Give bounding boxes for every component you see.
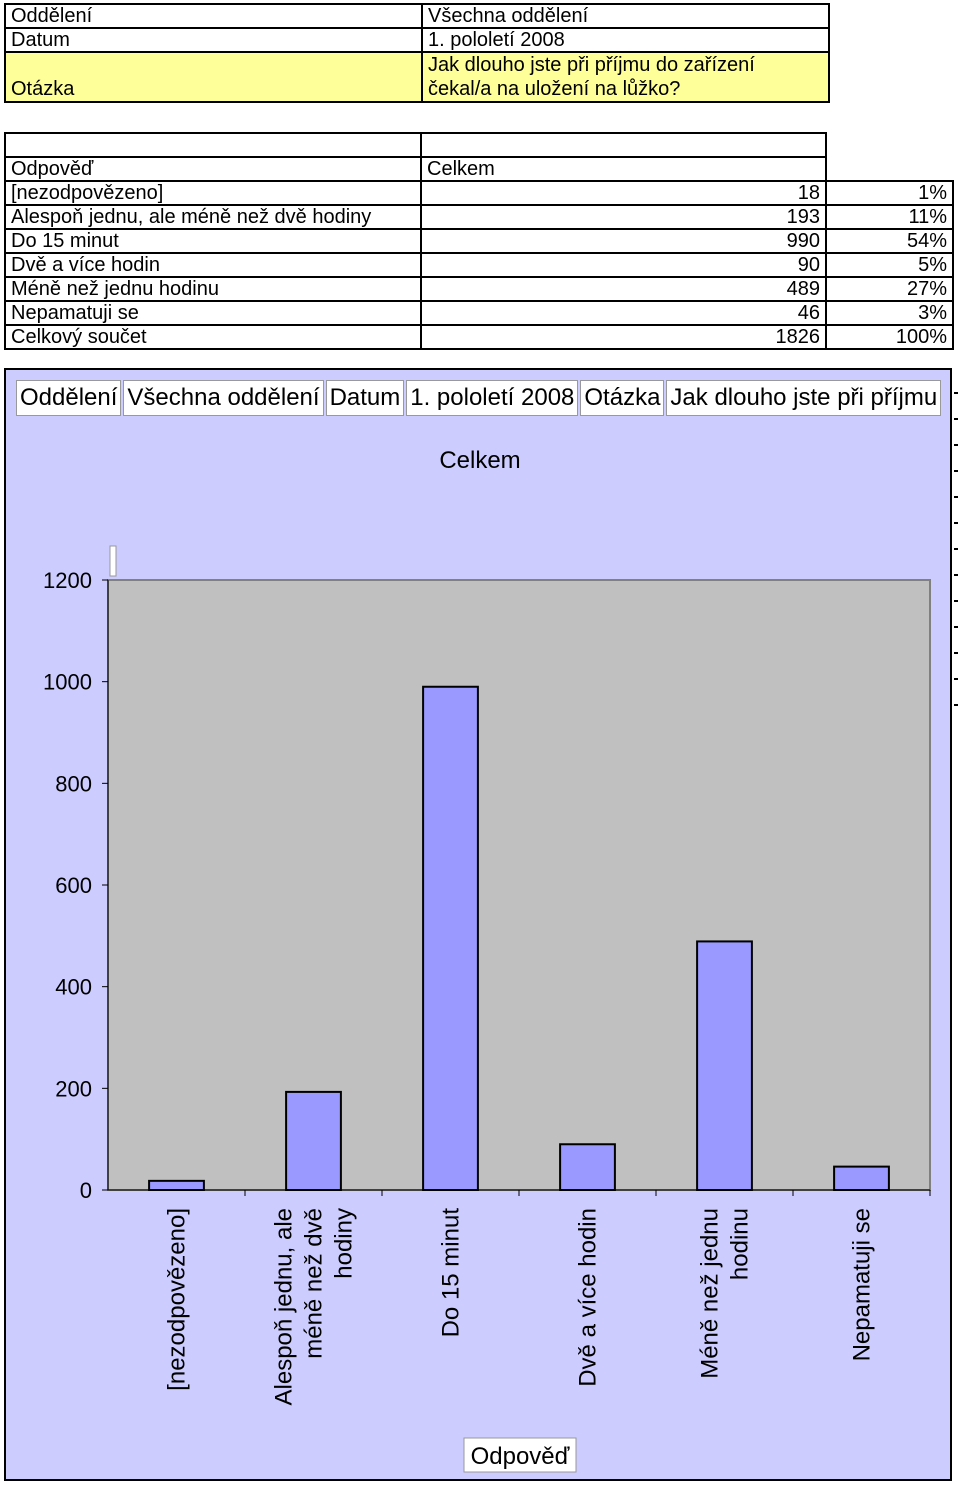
chart-title: Celkem (439, 447, 520, 474)
edge-tick (954, 704, 958, 706)
table-row: Dvě a více hodin 90 5% (4, 252, 954, 278)
x-tick-label: Do 15 minut (438, 1208, 465, 1338)
pivot-field-5[interactable]: Jak dlouho jste při příjmu (666, 380, 942, 416)
y-tick-label: 800 (55, 771, 92, 796)
chart-panel: Oddělení Všechna oddělení Datum 1. pololetí… (4, 368, 952, 1481)
department-label: Oddělení (4, 3, 423, 29)
question-line-1: Jak dlouho jste při příjmu do zařízení (428, 54, 755, 76)
x-tick-label: méně než dvě (301, 1208, 328, 1359)
row-count: 90 (420, 252, 827, 278)
x-tick-label: Dvě a více hodin (575, 1208, 602, 1387)
row-percent: 27% (825, 276, 954, 302)
table-header-row: Odpověď Celkem (4, 156, 953, 182)
bar (148, 1179, 205, 1191)
question-value: Jak dlouho jste při příjmu do zařízení če… (421, 51, 830, 103)
row-percent: 54% (825, 228, 954, 254)
y-tick-label: 1000 (43, 670, 92, 695)
table-blank-row (4, 132, 953, 158)
table-row: Do 15 minut 990 54% (4, 228, 954, 254)
row-percent: 5% (825, 252, 954, 278)
table-edge-marks (952, 368, 958, 708)
table-row: Alespoň jednu, ale méně než dvě hodiny 19… (4, 204, 954, 230)
edge-tick (954, 470, 958, 472)
bar (696, 940, 753, 1191)
row-label: Méně než jednu hodinu (4, 276, 422, 302)
y-tick-label: 1200 (43, 568, 92, 593)
legend-stub (109, 545, 117, 577)
row-label: Celkový součet (4, 324, 422, 350)
y-tick-label: 0 (80, 1178, 92, 1203)
edge-tick (954, 418, 958, 420)
edge-tick (954, 626, 958, 628)
column-header-answer: Odpověď (4, 156, 422, 182)
edge-tick (954, 600, 958, 602)
x-tick-label: hodiny (331, 1208, 358, 1279)
row-label: Dvě a více hodin (4, 252, 422, 278)
bar-chart: Celkem 0 200 400 600 800 1000 1200 [nezodpovězen… (43, 447, 931, 1473)
date-value: 1. pololetí 2008 (421, 27, 830, 53)
bar (833, 1165, 890, 1191)
edge-tick (954, 522, 958, 524)
edge-tick (954, 678, 958, 680)
x-axis-title: Odpověď (471, 1443, 570, 1470)
table-row: Nepamatuji se 46 3% (4, 300, 954, 326)
bar (559, 1143, 616, 1191)
filter-row-question: Otázka Jak dlouho jste při příjmu do zař… (4, 51, 830, 103)
x-axis-title-box (463, 1437, 577, 1473)
row-label: Alespoň jednu, ale méně než dvě hodiny (4, 204, 422, 230)
row-count: 990 (420, 228, 827, 254)
row-percent: 11% (825, 204, 954, 230)
table-row: Celkový součet 1826 100% (4, 324, 954, 350)
row-percent: 3% (825, 300, 954, 326)
x-tick-label: Alespoň jednu, ale (271, 1208, 298, 1405)
y-tick-label: 400 (55, 975, 92, 1000)
question-line-2: čekal/a na uložení na lůžko? (428, 78, 681, 100)
row-count: 46 (420, 300, 827, 326)
filter-row-department: Oddělení Všechna oddělení (4, 3, 830, 29)
column-header-total: Celkem (420, 156, 827, 182)
data-table: Odpověď Celkem [nezodpovězeno] 18 1% Alespo… (4, 132, 954, 350)
row-percent: 100% (825, 324, 954, 350)
y-tick-label: 600 (55, 873, 92, 898)
row-count: 18 (420, 180, 827, 206)
department-value: Všechna oddělení (421, 3, 830, 29)
plot-area (107, 579, 931, 1191)
pivot-field-bar: Oddělení Všechna oddělení Datum 1. pololetí… (16, 380, 948, 416)
bar (422, 685, 479, 1191)
edge-tick (954, 496, 958, 498)
x-tick-label: Méně než jednu (697, 1208, 724, 1379)
bar (285, 1090, 342, 1191)
filter-row-date: Datum 1. pololetí 2008 (4, 27, 830, 53)
question-label: Otázka (4, 51, 423, 103)
row-label: Do 15 minut (4, 228, 422, 254)
pivot-field-0[interactable]: Oddělení (16, 380, 122, 416)
pivot-field-4[interactable]: Otázka (580, 380, 665, 416)
edge-tick (954, 574, 958, 576)
x-tick-label: Nepamatuji se (849, 1208, 876, 1361)
pivot-field-2[interactable]: Datum (325, 380, 405, 416)
row-count: 489 (420, 276, 827, 302)
row-count: 1826 (420, 324, 827, 350)
pivot-field-3[interactable]: 1. pololetí 2008 (406, 380, 579, 416)
filter-table: Oddělení Všechna oddělení Datum 1. polol… (4, 3, 830, 103)
row-percent: 1% (825, 180, 954, 206)
y-tick-label: 200 (55, 1076, 92, 1101)
pivot-field-1[interactable]: Všechna oddělení (123, 380, 324, 416)
edge-tick (954, 444, 958, 446)
row-count: 193 (420, 204, 827, 230)
row-label: [nezodpovězeno] (4, 180, 422, 206)
table-row: Méně než jednu hodinu 489 27% (4, 276, 954, 302)
date-label: Datum (4, 27, 423, 53)
edge-tick (954, 392, 958, 394)
edge-tick (954, 548, 958, 550)
x-tick-label: hodinu (727, 1208, 754, 1280)
table-row: [nezodpovězeno] 18 1% (4, 180, 954, 206)
edge-tick (954, 652, 958, 654)
row-label: Nepamatuji se (4, 300, 422, 326)
x-tick-label: [nezodpovězeno] (164, 1208, 191, 1391)
